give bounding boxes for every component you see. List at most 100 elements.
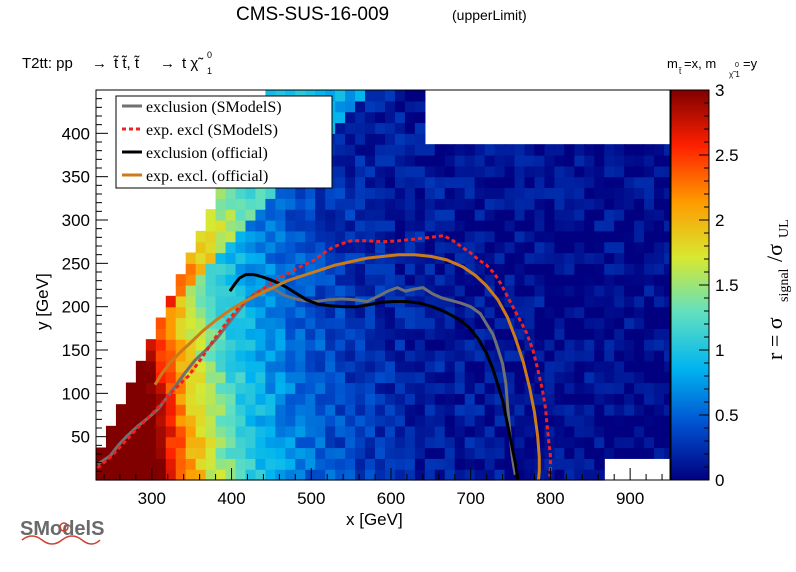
- heatmap-cell: [235, 285, 247, 297]
- heatmap-cell: [295, 404, 306, 416]
- heatmap-cell: [215, 198, 227, 210]
- contour-4: [153, 253, 541, 481]
- heatmap-cell: [145, 436, 157, 449]
- heatmap-cell: [434, 176, 446, 189]
- heatmap-cell: [394, 198, 406, 210]
- heatmap-cell: [414, 317, 426, 329]
- heatmap-cell: [434, 155, 446, 167]
- heatmap-cell: [634, 306, 645, 319]
- heatmap-cell: [225, 382, 237, 394]
- heatmap-cell: [434, 393, 446, 405]
- heatmap-cell: [384, 425, 396, 438]
- heatmap-cell: [115, 447, 127, 459]
- heatmap-cell: [335, 111, 346, 124]
- mass-label-right: =y: [743, 56, 758, 71]
- heatmap-cell: [454, 339, 466, 351]
- heatmap-cell: [514, 317, 526, 329]
- heatmap-cell: [554, 393, 565, 405]
- heatmap-cell: [325, 263, 336, 275]
- heatmap-cell: [454, 436, 466, 449]
- heatmap-cell: [185, 447, 197, 459]
- heatmap-cell: [305, 220, 316, 232]
- heatmap-cell: [644, 209, 655, 221]
- heatmap-cell: [634, 252, 645, 264]
- heatmap-cell: [654, 209, 665, 221]
- mass-label-mid-sup: 0: [735, 62, 739, 69]
- heatmap-cell: [305, 436, 316, 449]
- heatmap-cell: [315, 382, 326, 394]
- heatmap-cell: [484, 165, 496, 178]
- heatmap-cell: [584, 360, 595, 373]
- heatmap-cell: [414, 306, 426, 319]
- heatmap-cell: [454, 285, 466, 297]
- heatmap-cell: [384, 447, 396, 459]
- heatmap-cell: [265, 382, 276, 394]
- heatmap-cell: [444, 458, 456, 470]
- heatmap-cell: [275, 447, 286, 459]
- heatmap-cell: [414, 263, 426, 275]
- heatmap-cell: [414, 447, 426, 459]
- heatmap-cell: [554, 328, 565, 340]
- heatmap-cell: [265, 436, 276, 449]
- heatmap-cell: [205, 404, 217, 416]
- heatmap-cell: [365, 241, 376, 254]
- heatmap-cell: [135, 371, 147, 384]
- heatmap-cell: [384, 404, 396, 416]
- heatmap-cell: [345, 90, 356, 102]
- heatmap-cell: [235, 241, 247, 254]
- heatmap-cell: [414, 111, 426, 124]
- heatmap-cell: [444, 360, 456, 373]
- heatmap-cell: [155, 382, 167, 394]
- heatmap-cell: [484, 144, 496, 156]
- heatmap-cell: [295, 285, 306, 297]
- heatmap-cell: [634, 447, 645, 459]
- heatmap-cell: [375, 100, 386, 113]
- heatmap-cell: [125, 393, 137, 405]
- heatmap-cell: [255, 241, 267, 254]
- legend-label: exclusion (official): [146, 145, 268, 162]
- heatmap-cell: [474, 328, 486, 340]
- process-prefix: T2tt: pp: [22, 55, 73, 72]
- heatmap-cell: [205, 241, 217, 254]
- heatmap-cell: [604, 274, 615, 286]
- heatmap-cell: [235, 458, 247, 470]
- heatmap-cell: [564, 263, 575, 275]
- heatmap-cell: [464, 415, 476, 427]
- heatmap-cell: [275, 339, 286, 351]
- heatmap-cell: [474, 382, 486, 394]
- heatmap-cell: [295, 274, 306, 286]
- heatmap-cell: [404, 198, 416, 210]
- heatmap-cell: [464, 144, 476, 156]
- heatmap-cell: [394, 176, 406, 189]
- legend-label: exclusion (SModelS): [146, 99, 282, 116]
- heatmap-cell: [474, 458, 486, 470]
- heatmap-cell: [564, 458, 575, 470]
- heatmap-cell: [664, 415, 675, 427]
- heatmap-cell: [265, 241, 276, 254]
- heatmap-cell: [444, 220, 456, 232]
- heatmap-cell: [474, 165, 486, 178]
- heatmap-cell: [315, 187, 326, 199]
- heatmap-cell: [375, 371, 386, 384]
- logo-text: SModelS: [20, 518, 104, 540]
- heatmap-cell: [225, 187, 237, 199]
- heatmap-cell: [414, 198, 426, 210]
- heatmap-cell: [384, 274, 396, 286]
- heatmap-cell: [444, 263, 456, 275]
- mass-label-mid: =x, m: [684, 56, 716, 71]
- heatmap-cell: [444, 415, 456, 427]
- heatmap-cell: [624, 176, 635, 189]
- heatmap-cell: [564, 230, 575, 243]
- heatmap-cell: [504, 360, 516, 373]
- heatmap-cell: [664, 285, 675, 297]
- heatmap-cell: [394, 263, 406, 275]
- heatmap-cell: [235, 263, 247, 275]
- heatmap-cell: [235, 404, 247, 416]
- heatmap-cell: [365, 447, 376, 459]
- heatmap-cell: [414, 458, 426, 470]
- heatmap-cell: [325, 436, 336, 449]
- heatmap-cell: [574, 371, 585, 384]
- process-products: t χ̃: [182, 55, 204, 72]
- heatmap-cell: [285, 436, 296, 449]
- heatmap-cell: [275, 285, 286, 297]
